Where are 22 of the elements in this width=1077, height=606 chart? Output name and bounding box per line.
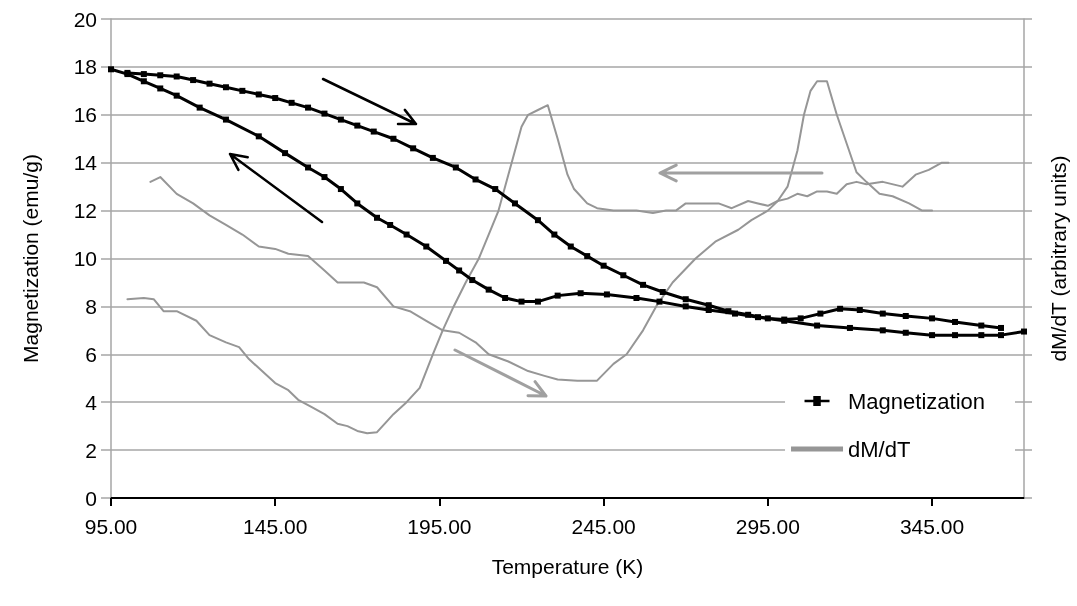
x-tick-label: 95.00 bbox=[84, 515, 138, 538]
x-tick-label: 295.00 bbox=[735, 515, 800, 538]
y-axis-title: Magnetization (emu/g) bbox=[19, 154, 42, 363]
x-tick-label: 345.00 bbox=[899, 515, 965, 538]
y-tick-label: 4 bbox=[85, 390, 98, 414]
y-tick-label: 14 bbox=[73, 151, 98, 175]
y-tick-label: 16 bbox=[73, 103, 97, 127]
x-tick-label: 195.00 bbox=[407, 515, 472, 538]
y-tick-label: 8 bbox=[85, 294, 97, 318]
x-tick-label: 145.00 bbox=[243, 515, 308, 538]
y-tick-label: 10 bbox=[73, 247, 97, 270]
x-tick-label: 245.00 bbox=[571, 515, 636, 538]
y-tick-label: 20 bbox=[73, 7, 97, 31]
y-tick-label: 6 bbox=[85, 342, 97, 366]
y-tick-label: 0 bbox=[85, 486, 97, 510]
x-axis-title: Temperature (K) bbox=[491, 555, 644, 578]
legend-label: Magnetization bbox=[848, 388, 986, 414]
y2-axis-title: dM/dT (arbitrary units) bbox=[1047, 155, 1070, 362]
y-tick-label: 18 bbox=[73, 55, 97, 79]
y-tick-label: 2 bbox=[85, 438, 97, 462]
y-tick-label: 12 bbox=[73, 199, 97, 223]
legend-label: dM/dT bbox=[848, 436, 911, 462]
